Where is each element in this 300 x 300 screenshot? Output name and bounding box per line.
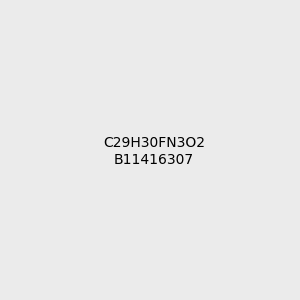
Text: C29H30FN3O2
B11416307: C29H30FN3O2 B11416307 <box>103 136 205 166</box>
